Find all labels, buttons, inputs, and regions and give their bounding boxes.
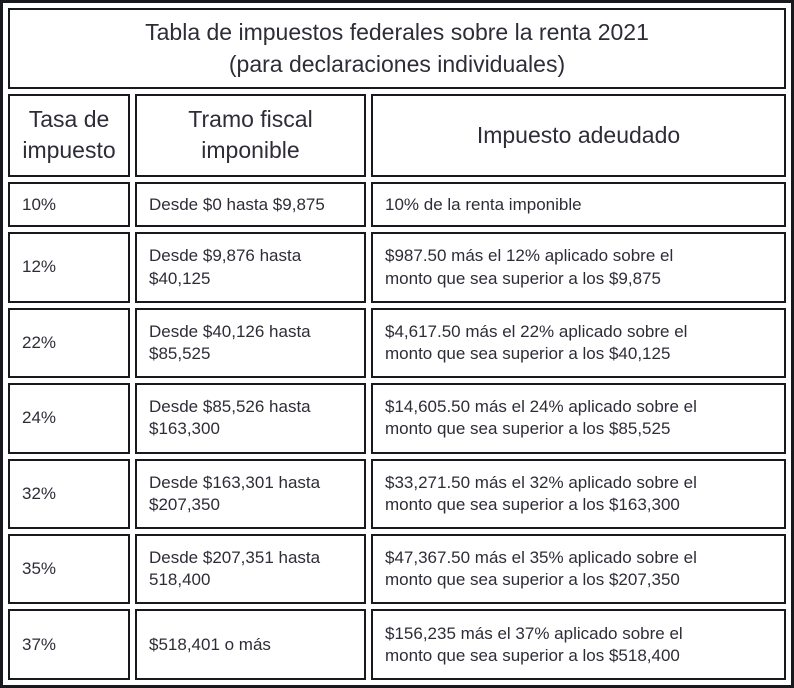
table-row: 32% Desde $163,301 hasta $207,350 $33,27…: [8, 458, 787, 530]
cell-tax-owed: $14,605.50 más el 24% aplicado sobre el …: [371, 383, 787, 454]
cell-tax-owed: $4,617.50 más el 22% aplicado sobre el m…: [371, 307, 787, 379]
cell-taxable-bracket: Desde $9,876 hasta $40,125: [135, 232, 366, 303]
cell-tax-owed: $47,367.50 más el 35% aplicado sobre el …: [371, 534, 787, 605]
table-header-row: Tasa de impuesto Tramo fiscal imponible …: [8, 93, 787, 178]
cell-tax-rate: 32%: [8, 458, 130, 530]
cell-taxable-bracket: Desde $207,351 hasta 518,400: [135, 534, 366, 605]
cell-taxable-bracket: Desde $40,126 hasta $85,525: [135, 307, 366, 379]
table-row: 35% Desde $207,351 hasta 518,400 $47,367…: [8, 534, 787, 605]
cell-taxable-bracket: Desde $85,526 hasta $163,300: [135, 383, 366, 454]
table-title: Tabla de impuestos federales sobre la re…: [8, 8, 787, 89]
cell-taxable-bracket: Desde $0 hasta $9,875: [135, 182, 366, 228]
cell-tax-rate: 12%: [8, 232, 130, 303]
cell-taxable-bracket: $518,401 o más: [135, 609, 366, 680]
column-header-taxable-bracket: Tramo fiscal imponible: [135, 93, 366, 178]
cell-tax-owed: $156,235 más el 37% aplicado sobre el mo…: [371, 609, 787, 680]
table-row: 22% Desde $40,126 hasta $85,525 $4,617.5…: [8, 307, 787, 379]
table-row: 10% Desde $0 hasta $9,875 10% de la rent…: [8, 182, 787, 228]
table-title-row: Tabla de impuestos federales sobre la re…: [8, 8, 787, 89]
cell-tax-owed: 10% de la renta imponible: [371, 182, 787, 228]
cell-tax-rate: 35%: [8, 534, 130, 605]
column-header-tax-rate: Tasa de impuesto: [8, 93, 130, 178]
table-row: 37% $518,401 o más $156,235 más el 37% a…: [8, 609, 787, 680]
cell-tax-rate: 22%: [8, 307, 130, 379]
cell-tax-owed: $987.50 más el 12% aplicado sobre el mon…: [371, 232, 787, 303]
cell-tax-owed: $33,271.50 más el 32% aplicado sobre el …: [371, 458, 787, 530]
cell-tax-rate: 24%: [8, 383, 130, 454]
column-header-tax-owed: Impuesto adeudado: [371, 93, 787, 178]
table-row: 24% Desde $85,526 hasta $163,300 $14,605…: [8, 383, 787, 454]
cell-tax-rate: 10%: [8, 182, 130, 228]
cell-tax-rate: 37%: [8, 609, 130, 680]
table-row: 12% Desde $9,876 hasta $40,125 $987.50 m…: [8, 232, 787, 303]
cell-taxable-bracket: Desde $163,301 hasta $207,350: [135, 458, 366, 530]
